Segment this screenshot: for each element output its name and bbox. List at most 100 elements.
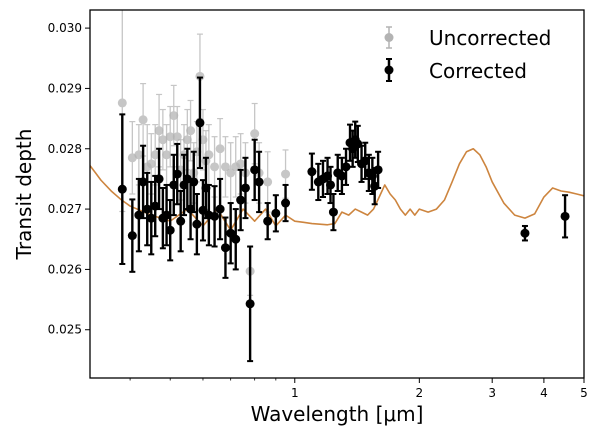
corrected-point [138,177,148,187]
corrected-point [117,184,127,194]
corrected-point-group [263,202,273,241]
corrected-point [195,118,205,128]
corrected-point-group [165,199,175,262]
uncorrected-point [263,177,273,187]
corrected-point-group [215,177,225,241]
corrected-point-group [250,138,260,202]
uncorrected-point [134,150,144,160]
series-layer [117,10,570,363]
legend-uncorrected-label: Uncorrected [429,26,551,50]
y-tick-label: 0.027 [48,202,82,216]
corrected-point-group [169,153,179,217]
y-tick-label: 0.029 [48,81,82,95]
uncorrected-point [158,135,168,145]
corrected-point [192,219,202,229]
corrected-point [245,299,255,309]
corrected-point-group [192,193,202,256]
corrected-point [231,234,241,244]
corrected-point [520,228,530,238]
corrected-point [240,183,250,193]
corrected-point-group [271,194,281,233]
corrected-point [165,225,175,235]
uncorrected-point [250,129,260,139]
uncorrected-point [210,162,220,172]
uncorrected-point [215,144,225,154]
corrected-point [215,204,225,214]
corrected-point-group [158,186,168,250]
plot-background [90,10,584,378]
uncorrected-point-group [134,124,144,186]
corrected-point-group [373,150,383,189]
y-tick-label: 0.025 [48,323,82,337]
uncorrected-point [226,168,236,178]
legend-uncorrected-marker [384,33,394,42]
uncorrected-point-group [220,136,230,198]
corrected-point-group [560,194,570,239]
uncorrected-point [281,169,291,179]
corrected-point-group [337,156,347,195]
corrected-point [307,167,317,177]
corrected-point [263,216,273,226]
corrected-point-group [172,142,182,206]
corrected-point-group [189,150,199,214]
corrected-point-group [341,147,351,186]
x-tick-label: 4 [540,386,548,400]
corrected-point [169,180,179,190]
corrected-point-group [195,76,205,170]
plot-frame [89,9,585,379]
uncorrected-point [236,159,246,169]
corrected-point-group [245,245,255,363]
uncorrected-point [162,150,172,160]
uncorrected-point [182,135,192,145]
uncorrected-point [165,132,175,142]
y-axis-label: Transit depth [12,129,36,261]
corrected-point [326,180,336,190]
corrected-point [146,213,156,223]
corrected-point [328,207,338,217]
uncorrected-point-group [263,151,273,213]
corrected-point [281,198,291,208]
corrected-point-group [210,185,220,248]
x-tick-label: 1 [291,386,299,400]
corrected-point-group [154,147,164,211]
corrected-point-group [281,183,291,223]
corrected-point [250,165,260,175]
corrected-point-group [231,208,241,271]
y-tick-label: 0.026 [48,262,82,276]
corrected-point-group [226,202,236,265]
corrected-point [560,211,570,221]
corrected-point-group [117,113,127,265]
corrected-point-group [328,193,338,232]
uncorrected-point-group [169,84,179,147]
corrected-point [341,162,351,172]
uncorrected-point [169,111,179,121]
corrected-point [236,195,246,205]
corrected-point-group [520,224,530,242]
legend-corrected-label: Corrected [429,59,527,83]
corrected-point-group [236,168,246,232]
legend-corrected-marker [384,65,394,75]
corrected-point-group [138,144,148,220]
corrected-point [127,231,137,241]
y-tick-label: 0.028 [48,142,82,156]
corrected-point [154,174,164,184]
uncorrected-point-group [158,108,168,171]
corrected-point [176,216,186,226]
corrected-point-group [220,216,230,279]
uncorrected-point [138,115,148,125]
uncorrected-point-group [186,99,196,162]
corrected-point-group [127,198,137,273]
corrected-point [360,156,370,166]
legend: Uncorrected Corrected [384,26,551,83]
corrected-point [172,169,182,179]
uncorrected-point [195,71,205,81]
corrected-point [162,210,172,220]
corrected-point-group [240,156,250,220]
axis-layer: 0.025 0.026 0.027 0.028 0.029 0.030 1 2 3 4 5 [48,21,588,400]
x-tick-label: 5 [580,386,588,400]
x-tick-label: 3 [488,386,496,400]
x-tick-label: 2 [416,386,424,400]
corrected-point-group [146,180,156,256]
uncorrected-point [154,126,164,136]
